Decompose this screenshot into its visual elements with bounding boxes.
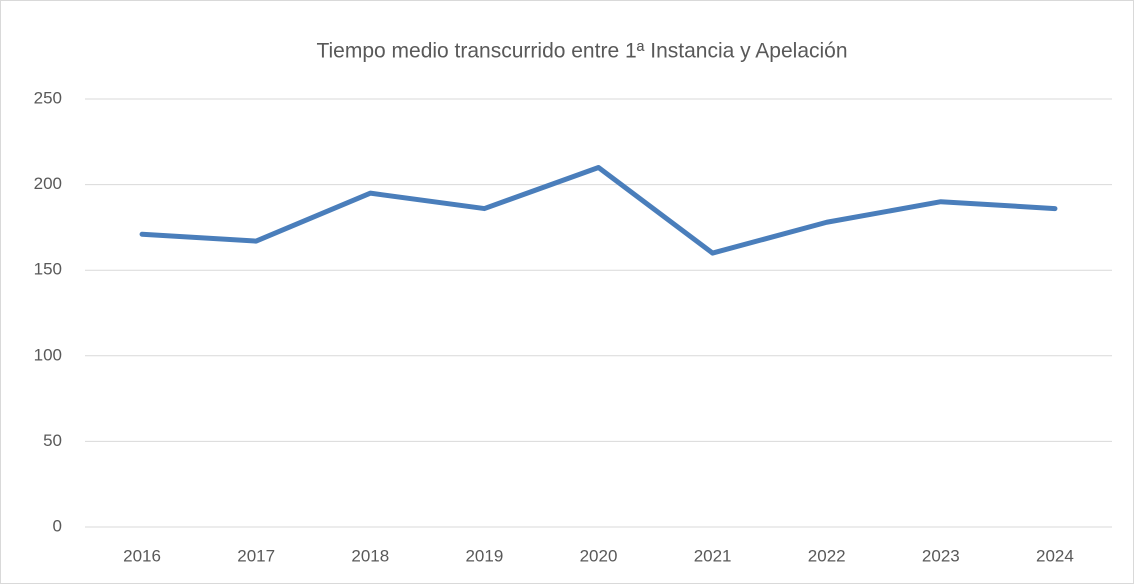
x-tick-label: 2016 <box>123 546 161 565</box>
y-tick-label: 200 <box>34 174 62 193</box>
x-tick-label: 2018 <box>351 546 389 565</box>
x-tick-label: 2020 <box>580 546 618 565</box>
y-tick-label: 50 <box>43 431 62 450</box>
y-tick-label: 150 <box>34 260 62 279</box>
x-tick-label: 2024 <box>1036 546 1074 565</box>
chart-title: Tiempo medio transcurrido entre 1ª Insta… <box>316 40 847 63</box>
x-tick-label: 2021 <box>694 546 732 565</box>
y-tick-label: 100 <box>34 345 62 364</box>
x-tick-label: 2019 <box>465 546 503 565</box>
x-tick-label: 2023 <box>922 546 960 565</box>
y-tick-label: 0 <box>53 516 62 535</box>
x-tick-label: 2017 <box>237 546 275 565</box>
x-tick-label: 2022 <box>808 546 846 565</box>
y-tick-label: 250 <box>34 88 62 107</box>
data-line <box>139 164 1058 256</box>
